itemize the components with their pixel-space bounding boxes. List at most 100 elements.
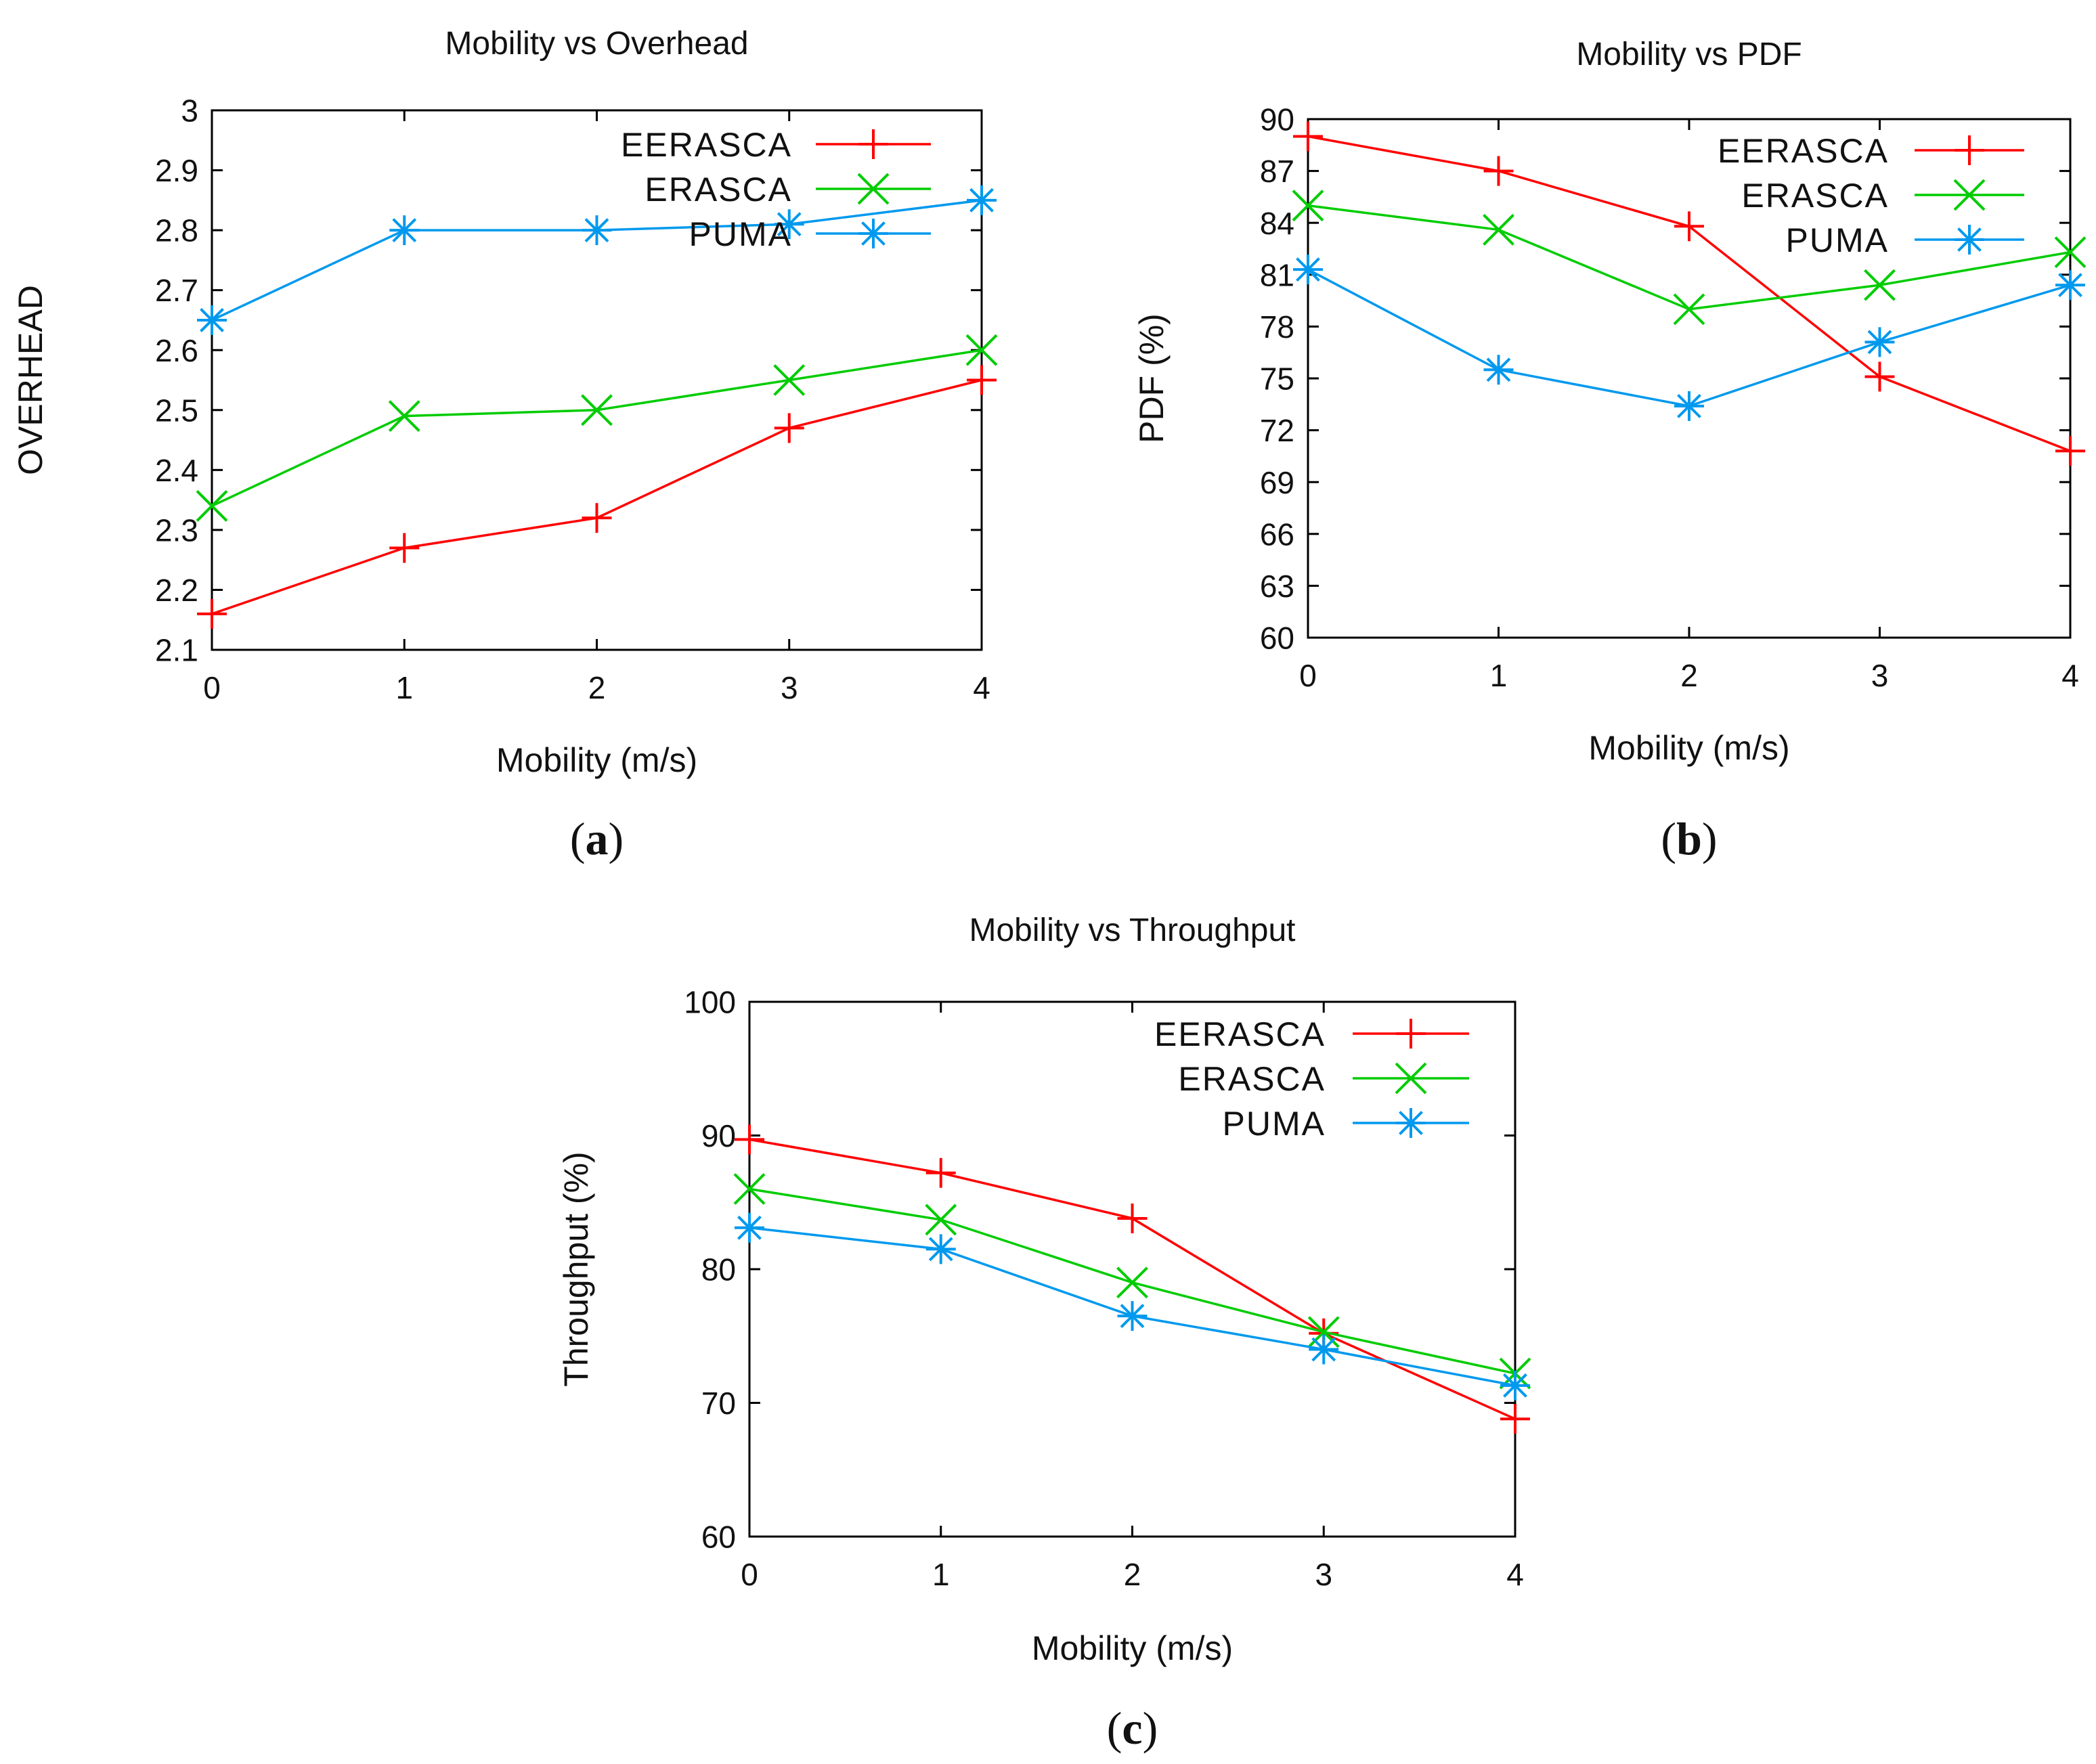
x-tick-label: 2 <box>1124 1557 1141 1592</box>
data-point-erasca <box>196 490 228 522</box>
data-point-erasca <box>1864 269 1896 301</box>
chart-title: Mobility vs Overhead <box>445 26 748 62</box>
x-tick-label: 3 <box>1315 1557 1332 1592</box>
legend-label: PUMA <box>1223 1105 1326 1143</box>
data-point-eerasca <box>197 598 227 629</box>
data-point-erasca <box>965 334 998 366</box>
panel-label: (b) <box>1661 813 1717 864</box>
y-tick-label: 75 <box>1260 361 1294 397</box>
legend-label: EERASCA <box>1718 132 1889 170</box>
x-tick-label: 4 <box>2061 658 2079 693</box>
y-tick-label: 2.4 <box>155 453 198 488</box>
legend-marker <box>1955 225 1984 255</box>
x-tick-label: 3 <box>781 670 798 705</box>
data-point-eerasca <box>774 413 804 443</box>
data-point-puma <box>735 1212 764 1243</box>
y-tick-label: 72 <box>1260 413 1294 448</box>
data-point-erasca <box>581 394 613 426</box>
legend-entry-eerasca: EERASCA <box>1154 1015 1469 1053</box>
data-point-puma <box>1309 1334 1339 1365</box>
series-eerasca <box>197 365 997 629</box>
x-tick-label: 4 <box>1506 1557 1524 1592</box>
legend-marker <box>1396 1108 1426 1138</box>
data-point-erasca <box>1292 190 1324 222</box>
legend-label: ERASCA <box>1741 177 1889 215</box>
y-tick-label: 2.8 <box>155 213 198 248</box>
series-puma <box>735 1212 1530 1401</box>
legend-marker <box>1955 135 1984 165</box>
x-tick-label: 2 <box>1680 658 1698 693</box>
series-line-erasca <box>211 349 982 508</box>
data-point-erasca <box>388 400 420 433</box>
y-tick-label: 3 <box>181 93 198 129</box>
x-axis-label: Mobility (m/s) <box>496 741 697 779</box>
legend-entry-puma: PUMA <box>1223 1105 1469 1143</box>
data-point-eerasca <box>1500 1404 1530 1434</box>
panel-label: (a) <box>570 813 624 864</box>
y-axis-label: OVERHEAD <box>12 285 49 475</box>
data-point-puma <box>2055 270 2085 301</box>
legend-entry-eerasca: EERASCA <box>1718 132 2024 170</box>
legend-marker <box>1396 1019 1426 1049</box>
data-point-eerasca <box>735 1124 764 1155</box>
legend-entry-puma: PUMA <box>689 215 931 253</box>
panel-label: (c) <box>1107 1702 1158 1754</box>
data-point-eerasca <box>1674 211 1704 242</box>
legend-label: PUMA <box>689 215 792 253</box>
data-point-erasca <box>773 364 806 396</box>
data-point-eerasca <box>389 533 420 563</box>
data-point-erasca <box>1116 1266 1148 1299</box>
y-tick-label: 87 <box>1260 154 1294 189</box>
y-tick-label: 78 <box>1260 309 1294 345</box>
data-point-erasca <box>1673 293 1705 326</box>
y-tick-label: 90 <box>701 1118 736 1153</box>
data-point-erasca <box>733 1173 766 1205</box>
y-tick-label: 2.3 <box>155 512 198 548</box>
series-eerasca <box>735 1124 1530 1434</box>
series-eerasca <box>1293 121 2085 466</box>
y-tick-label: 100 <box>684 985 736 1020</box>
data-point-eerasca <box>967 365 997 395</box>
y-tick-label: 66 <box>1260 516 1294 552</box>
data-point-eerasca <box>1864 361 1895 392</box>
legend-marker <box>1953 179 1986 211</box>
data-point-puma <box>967 185 997 215</box>
legend-label: EERASCA <box>621 126 792 164</box>
series-line-eerasca <box>749 1138 1516 1420</box>
legend-marker <box>858 129 888 159</box>
x-tick-label: 0 <box>203 670 221 705</box>
data-point-puma <box>925 1234 956 1264</box>
chart-a: Mobility vs Overhead 2.1 2.2 2.3 2.4 2.5 2.6 2.… <box>12 26 998 864</box>
data-point-eerasca <box>925 1157 956 1188</box>
y-tick-label: 90 <box>1260 102 1294 137</box>
y-tick-label: 2.2 <box>155 573 198 608</box>
data-point-eerasca <box>582 503 612 533</box>
legend-entry-erasca: ERASCA <box>1741 177 2024 215</box>
legend-entry-erasca: ERASCA <box>645 171 931 208</box>
data-point-puma <box>1293 255 1323 285</box>
data-point-puma <box>582 215 612 246</box>
chart-c: Mobility vs Throughput 60 70 80 90 100 0 1 2 3 4 Mo… <box>557 912 1531 1754</box>
y-tick-label: 2.7 <box>155 273 198 308</box>
x-axis-label: Mobility (m/s) <box>1588 729 1789 767</box>
chart-title: Mobility vs PDF <box>1576 37 1802 72</box>
panel-letter: c <box>1122 1702 1142 1754</box>
data-point-puma <box>1674 391 1704 421</box>
panel-letter: a <box>586 813 609 864</box>
legend-marker <box>858 219 888 248</box>
legend-entry-erasca: ERASCA <box>1178 1060 1469 1098</box>
data-point-eerasca <box>1483 156 1514 186</box>
y-tick-label: 80 <box>701 1252 736 1287</box>
legend-entry-puma: PUMA <box>1786 221 2024 259</box>
data-point-eerasca <box>1293 121 1323 152</box>
chart-title: Mobility vs Throughput <box>969 912 1295 948</box>
y-tick-label: 70 <box>701 1386 736 1421</box>
y-tick-label: 69 <box>1260 465 1294 500</box>
plot-frame <box>748 1000 1516 1538</box>
series-erasca <box>1292 190 2087 326</box>
y-axis-label: Throughput (%) <box>557 1151 595 1386</box>
series-puma <box>1293 255 2085 421</box>
x-tick-label: 4 <box>973 670 990 705</box>
plot-frame <box>211 109 983 651</box>
data-point-puma <box>197 305 227 335</box>
